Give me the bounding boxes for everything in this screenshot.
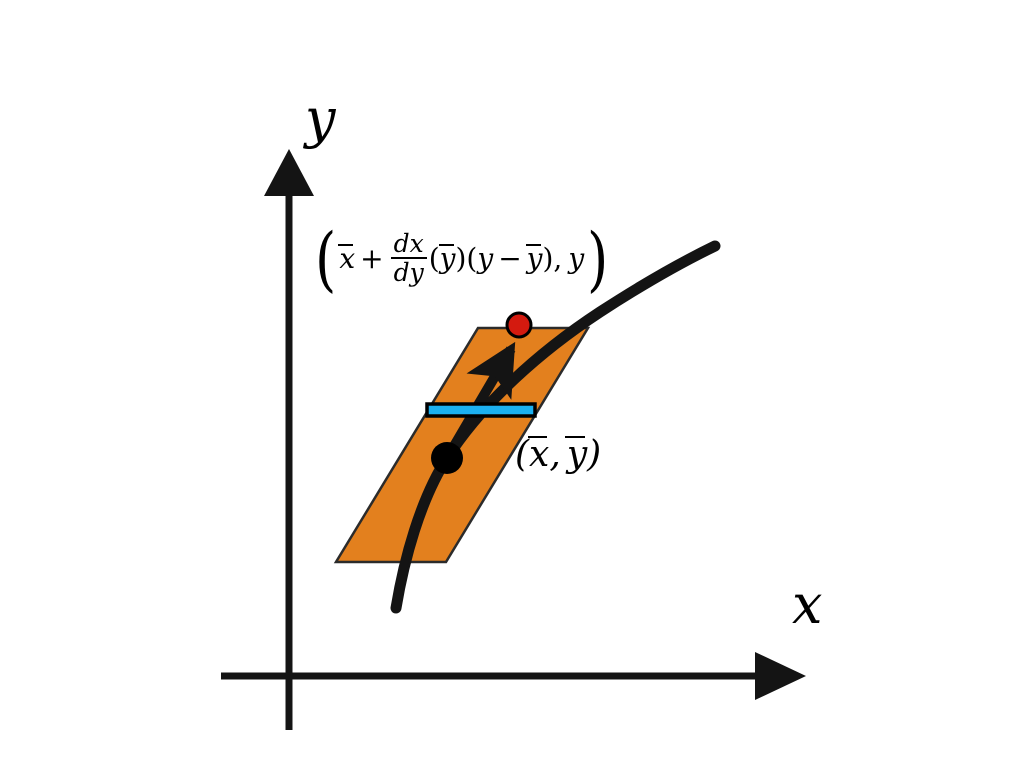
y-axis-arrow-icon: [264, 149, 314, 196]
axis-label-y: y: [305, 87, 336, 150]
formula-open-paren: (: [315, 217, 337, 300]
level-set-bar: [425, 402, 537, 418]
axes-group: [221, 149, 806, 730]
point-label-xbar: x: [527, 434, 550, 475]
formula-minus-operator: −: [498, 242, 522, 275]
fraction-bar: [390, 257, 427, 259]
formula-close-paren: ): [587, 217, 609, 300]
tangent-formula-label: ( x + dx dy ( y ) ( y − y ) , y ): [312, 217, 611, 300]
formula-plus-operator: +: [360, 242, 384, 275]
point-label-comma: ,: [549, 434, 561, 475]
base-point-label: ( x , y ): [515, 435, 601, 473]
formula-xbar: x: [338, 242, 356, 275]
point-label-close-paren: ): [587, 434, 602, 475]
formula-factor-open-paren: (: [466, 242, 478, 275]
axis-label-x: x: [792, 573, 823, 636]
formula-ybar-argument: y: [438, 242, 456, 275]
base-point-dot: [431, 442, 463, 474]
point-label-open-paren: (: [515, 434, 530, 475]
formula-derivative-denominator: dy: [393, 258, 424, 287]
formula-arg-open-paren: (: [428, 242, 440, 275]
point-label-ybar: y: [565, 434, 588, 475]
formula-factor-close-paren: ): [542, 242, 554, 275]
formula-derivative-fraction: dx dy: [390, 229, 427, 287]
x-axis-arrow-icon: [755, 652, 806, 700]
tip-point-dot: [505, 311, 533, 339]
formula-y-second-component: y: [568, 242, 585, 275]
formula-y-variable: y: [477, 242, 494, 275]
formula-comma: ,: [553, 242, 563, 275]
formula-derivative-numerator: dx: [393, 229, 424, 258]
formula-arg-close-paren: ): [455, 242, 467, 275]
formula-ybar-subtrahend: y: [525, 242, 543, 275]
